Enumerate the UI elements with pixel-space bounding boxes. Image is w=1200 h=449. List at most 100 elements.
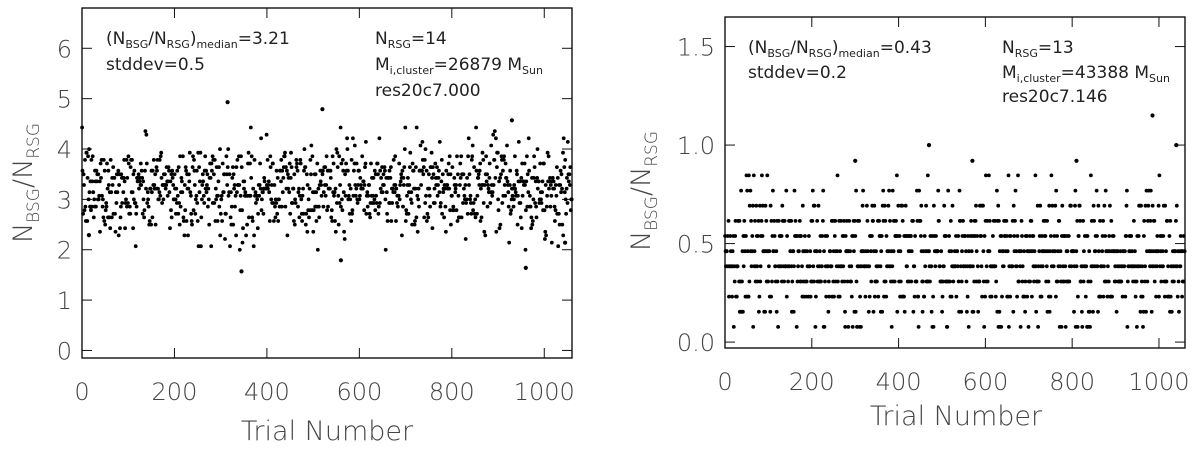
data-point	[192, 158, 196, 162]
data-point	[1100, 234, 1105, 238]
data-point	[869, 249, 873, 254]
data-point	[892, 279, 897, 284]
data-point	[398, 183, 402, 187]
data-point	[474, 125, 478, 130]
y-tick-label: 0	[57, 337, 72, 365]
data-point	[372, 168, 377, 173]
data-point	[1081, 279, 1086, 284]
data-point	[335, 165, 340, 170]
data-point	[332, 193, 336, 198]
data-point	[198, 179, 202, 184]
data-point	[325, 208, 329, 213]
data-point	[765, 173, 770, 178]
data-point	[791, 249, 796, 254]
data-point	[237, 247, 242, 252]
data-point	[189, 193, 193, 198]
data-point	[940, 309, 944, 314]
data-point	[80, 125, 84, 130]
data-point	[340, 197, 344, 202]
data-point	[273, 197, 278, 202]
data-point	[456, 172, 460, 177]
data-point	[565, 201, 570, 205]
data-point	[382, 183, 386, 187]
data-point	[516, 140, 521, 144]
data-point	[791, 309, 796, 314]
data-point	[500, 201, 505, 205]
data-point	[275, 211, 280, 216]
data-point	[1040, 264, 1045, 269]
data-point	[932, 203, 936, 208]
data-point	[328, 186, 332, 191]
data-point	[80, 168, 85, 173]
data-point	[126, 201, 130, 205]
data-point	[931, 294, 935, 299]
data-point	[379, 176, 383, 180]
data-point	[747, 173, 751, 178]
data-point	[521, 179, 526, 184]
data-point	[366, 193, 371, 198]
data-point	[1110, 294, 1114, 299]
data-point	[91, 215, 96, 220]
data-point	[352, 168, 356, 173]
data-point	[534, 204, 538, 209]
data-point	[483, 233, 488, 238]
data-point	[909, 279, 914, 284]
data-point	[382, 165, 387, 170]
data-point	[849, 294, 854, 299]
data-point	[941, 264, 946, 269]
data-point	[1000, 294, 1004, 299]
data-point	[402, 147, 407, 152]
data-point	[758, 279, 763, 284]
data-point	[412, 222, 417, 227]
data-point	[553, 219, 557, 223]
outlier-point	[509, 118, 514, 123]
data-point	[206, 186, 211, 191]
data-point	[1159, 279, 1164, 284]
data-point	[1109, 219, 1114, 223]
data-point	[289, 150, 293, 155]
data-point	[141, 179, 146, 184]
data-point	[279, 204, 284, 209]
data-point	[749, 219, 753, 223]
data-point	[473, 215, 478, 220]
data-point	[835, 249, 840, 254]
data-point	[385, 211, 389, 216]
data-point	[942, 203, 947, 208]
data-point	[1163, 203, 1167, 208]
data-point	[744, 234, 748, 238]
data-point	[190, 222, 194, 227]
data-point	[409, 197, 413, 202]
data-point	[314, 219, 319, 223]
data-point	[259, 208, 264, 213]
data-point	[376, 172, 380, 177]
data-point	[201, 179, 206, 184]
data-point	[866, 309, 871, 314]
data-point	[202, 201, 207, 205]
data-point	[258, 161, 262, 166]
data-point	[461, 201, 465, 205]
data-point	[390, 201, 395, 205]
data-point	[424, 168, 429, 173]
data-point	[515, 222, 520, 227]
data-point	[481, 201, 486, 205]
data-point	[497, 179, 501, 184]
data-point	[284, 165, 288, 170]
data-point	[843, 309, 847, 314]
data-point	[304, 211, 309, 216]
data-point	[114, 201, 119, 205]
data-point	[383, 197, 388, 202]
data-point	[388, 176, 393, 180]
data-point	[364, 140, 368, 144]
data-point	[1087, 249, 1092, 254]
data-point	[779, 234, 784, 238]
data-point	[183, 208, 188, 213]
data-point	[515, 172, 519, 177]
data-point	[1180, 294, 1184, 299]
data-point	[964, 249, 968, 254]
data-point	[383, 168, 387, 173]
data-point	[302, 147, 307, 152]
data-point	[281, 176, 286, 180]
data-point	[540, 190, 544, 195]
data-point	[977, 279, 982, 284]
